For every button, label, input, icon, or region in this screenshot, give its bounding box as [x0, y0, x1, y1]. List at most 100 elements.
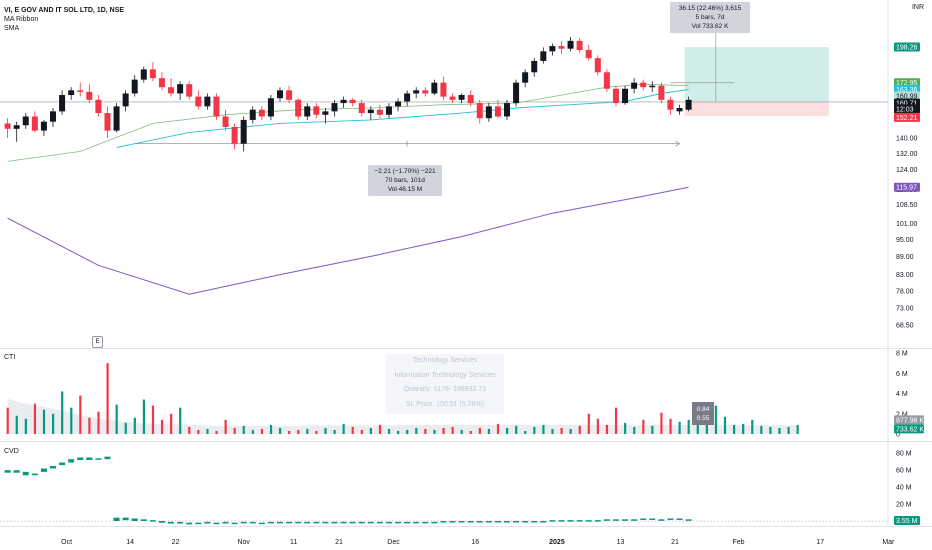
volume-bar — [660, 412, 663, 434]
volume-bar — [42, 409, 46, 434]
price-badge-label: 160.99 — [896, 93, 918, 100]
price-tick-label: 132.00 — [896, 151, 918, 158]
volume-bar — [342, 423, 345, 434]
ratio-value-1: 0.84 — [696, 406, 710, 413]
price-badge — [894, 112, 920, 122]
cvd-bar — [494, 521, 501, 523]
volume-bar — [251, 429, 254, 434]
candle-body — [195, 96, 202, 107]
volume-bar — [215, 430, 218, 434]
cvd-bar — [376, 521, 383, 524]
price-badge-label: 12:03 — [896, 106, 914, 113]
candle-body — [594, 58, 601, 73]
volume-bar — [533, 426, 536, 434]
ratio-box: 0.84 0.55 — [692, 402, 714, 425]
cvd-label[interactable]: CVD — [4, 448, 19, 455]
cvd-bar — [22, 471, 29, 476]
cvd-bar — [449, 521, 456, 523]
volume-bar — [279, 427, 282, 434]
candle-body — [68, 90, 75, 96]
volume-bar — [151, 405, 155, 434]
cvd-bar — [304, 521, 311, 524]
volume-bar — [714, 405, 718, 434]
price-badge — [894, 42, 920, 52]
earnings-marker[interactable]: E — [92, 336, 103, 348]
tooltip-mid-line1: −2.21 (−1.70%) −221 — [374, 168, 436, 175]
cvd-bar — [168, 521, 175, 524]
cvd-bar — [504, 521, 510, 523]
cvd-bar — [68, 459, 75, 463]
indicator-sma[interactable]: SMA — [4, 25, 20, 32]
cvd-bar — [13, 470, 20, 473]
cvd-bar — [31, 473, 38, 476]
price-tick-label: 108.50 — [896, 202, 918, 209]
volume-bar — [669, 418, 672, 434]
cvd-bar — [467, 521, 474, 523]
volume-tick-label: 4 M — [896, 391, 908, 398]
price-badge — [894, 91, 920, 101]
volume-bar — [678, 421, 681, 434]
cvd-bar — [522, 521, 529, 523]
volume-bar — [442, 427, 445, 434]
time-tick-label: Dec — [387, 539, 400, 546]
cvd-bar — [667, 518, 674, 520]
cvd-bar — [149, 520, 156, 522]
candle-body — [86, 91, 93, 100]
cvd-bar — [640, 518, 647, 520]
time-tick-label: Mar — [882, 539, 895, 546]
ratio-value-2: 0.55 — [696, 415, 710, 422]
candle-body — [640, 82, 647, 88]
volume-bar — [733, 424, 736, 434]
volume-bar — [170, 413, 173, 434]
candle-body — [95, 99, 102, 114]
volume-bar — [70, 407, 73, 434]
volume-bar — [378, 424, 382, 434]
tooltip-top-line3: Vol 733.62 K — [691, 23, 729, 30]
price-badge-label: 115.97 — [896, 185, 917, 192]
candle-body — [104, 113, 111, 131]
candle-body — [476, 103, 483, 119]
currency-label[interactable]: INR — [911, 4, 924, 11]
volume-bar — [324, 427, 327, 434]
ma-ribbon-mid-line — [116, 88, 689, 148]
candle-body — [340, 99, 347, 104]
measure-arrow — [675, 140, 681, 147]
info-box: Technology Services Information Technolo… — [386, 354, 504, 414]
cvd-bar — [277, 521, 283, 524]
volume-bar — [723, 416, 727, 434]
time-tick-label: 13 — [617, 539, 625, 546]
price-tick-label: 73.00 — [896, 306, 914, 313]
volume-average-area — [7, 398, 798, 434]
volume-bar — [560, 427, 563, 434]
cti-label[interactable]: CTI — [4, 354, 16, 361]
volume-bar — [351, 426, 354, 434]
candle-body — [258, 109, 265, 117]
candle-body — [494, 106, 501, 117]
volume-bar — [415, 427, 418, 434]
time-tick-label: 16 — [471, 539, 479, 546]
volume-bar — [796, 424, 799, 434]
cvd-bar — [395, 521, 402, 524]
volume-bar — [297, 429, 300, 434]
volume-bar — [705, 422, 708, 434]
candle-body — [431, 82, 438, 94]
cvd-bar — [222, 521, 229, 524]
candle-body — [358, 103, 365, 114]
cvd-bar — [585, 520, 592, 522]
info-sl-price: SL Price: 150.51 (5.28%) — [406, 400, 484, 408]
candle-body — [585, 50, 592, 59]
time-tick-label: Feb — [733, 539, 745, 546]
cvd-bar — [676, 518, 683, 520]
cvd-bar — [576, 520, 583, 522]
cvd-bar — [367, 521, 374, 524]
measure-tooltip: −2.21 (−1.70%) −221 70 bars, 101d Vol 46… — [368, 165, 442, 196]
volume-badge-label: 733.62 K — [896, 426, 924, 433]
volume-bar — [696, 420, 699, 434]
tooltip-top-line2: 5 bars, 7d — [695, 14, 725, 21]
indicator-ma-ribbon[interactable]: MA Ribbon — [4, 16, 39, 23]
candle-body — [467, 95, 474, 104]
time-tick-label: 2025 — [549, 539, 565, 546]
candle-body — [458, 95, 465, 100]
cvd-bar — [204, 521, 211, 524]
